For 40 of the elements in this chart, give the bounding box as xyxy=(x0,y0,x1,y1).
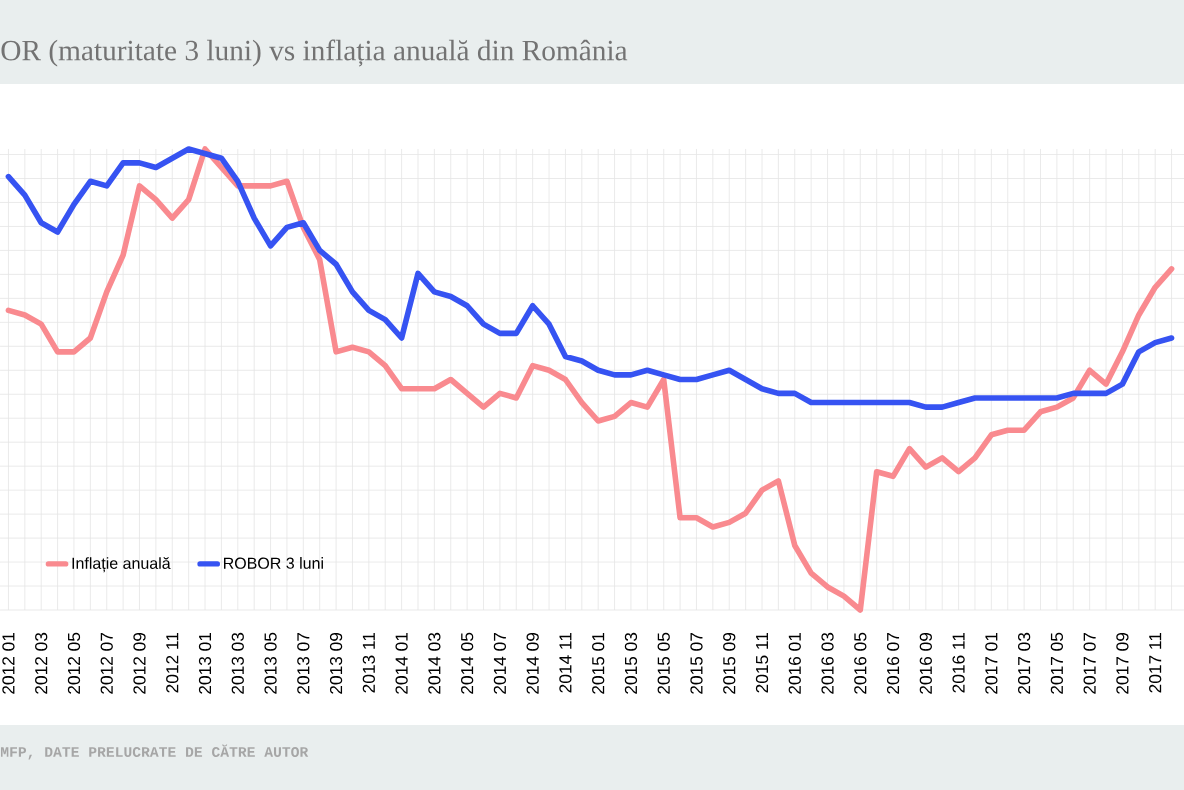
x-tick-label: 2015 07 xyxy=(690,632,703,694)
x-tick-label: 2013 07 xyxy=(297,632,310,694)
x-tick-label: 2015 01 xyxy=(592,632,605,694)
legend-label: ROBOR 3 luni xyxy=(224,557,323,569)
x-tick-label: 2013 05 xyxy=(264,632,277,694)
x-tick-label: 2017 09 xyxy=(1116,632,1129,694)
text: MFP, DATE PRELUCRATE DE CĂTRE AUTOR xyxy=(0,744,309,760)
legend-label: Inflație anuală xyxy=(72,557,171,573)
x-tick-label: 2013 09 xyxy=(329,632,343,694)
chart-title: OR (maturitate 3 luni) vs inflația anuală din România xyxy=(1,39,628,67)
x-tick-label: 2016 05 xyxy=(854,632,867,694)
x-tick-label: 2016 09 xyxy=(919,632,932,694)
x-tick-label: 2017 11 xyxy=(1149,632,1162,693)
x-tick-label: 2014 07 xyxy=(493,632,507,694)
x-tick-label: 2014 01 xyxy=(395,632,408,694)
x-tick-label: 2015 09 xyxy=(723,632,736,694)
x-tick-label: 2012 01 xyxy=(2,632,15,694)
x-tick-label: 2012 07 xyxy=(100,632,113,694)
x-tick-label: 2012 09 xyxy=(133,632,146,694)
x-tick-label: 2017 01 xyxy=(985,632,998,694)
x-tick-label: 2012 03 xyxy=(35,632,48,694)
x-tick-label: 2015 03 xyxy=(624,632,638,694)
x-tick-label: 2014 05 xyxy=(461,632,474,694)
x-tick-label: 2013 03 xyxy=(231,632,244,694)
x-tick-label: 2015 05 xyxy=(657,632,670,694)
x-tick-label: 2016 07 xyxy=(886,632,900,694)
x-tick-label: 2015 11 xyxy=(755,632,769,693)
x-tick-label: 2016 01 xyxy=(788,632,801,694)
x-tick-label: 2014 11 xyxy=(559,632,572,693)
x-tick-label: 2014 03 xyxy=(428,632,441,694)
x-tick-label: 2013 01 xyxy=(198,632,212,694)
x-tick-label: 2012 11 xyxy=(166,632,179,693)
x-tick-label: 2012 05 xyxy=(67,632,81,694)
x-tick-label: 2017 03 xyxy=(1017,632,1031,694)
x-tick-label: 2017 07 xyxy=(1083,632,1096,694)
x-tick-label: 2014 09 xyxy=(526,632,539,694)
x-tick-label: 2013 11 xyxy=(362,632,375,693)
x-tick-label: 2016 11 xyxy=(952,632,965,693)
x-tick-label: 2016 03 xyxy=(821,632,834,694)
x-tick-label: 2017 05 xyxy=(1050,632,1064,694)
